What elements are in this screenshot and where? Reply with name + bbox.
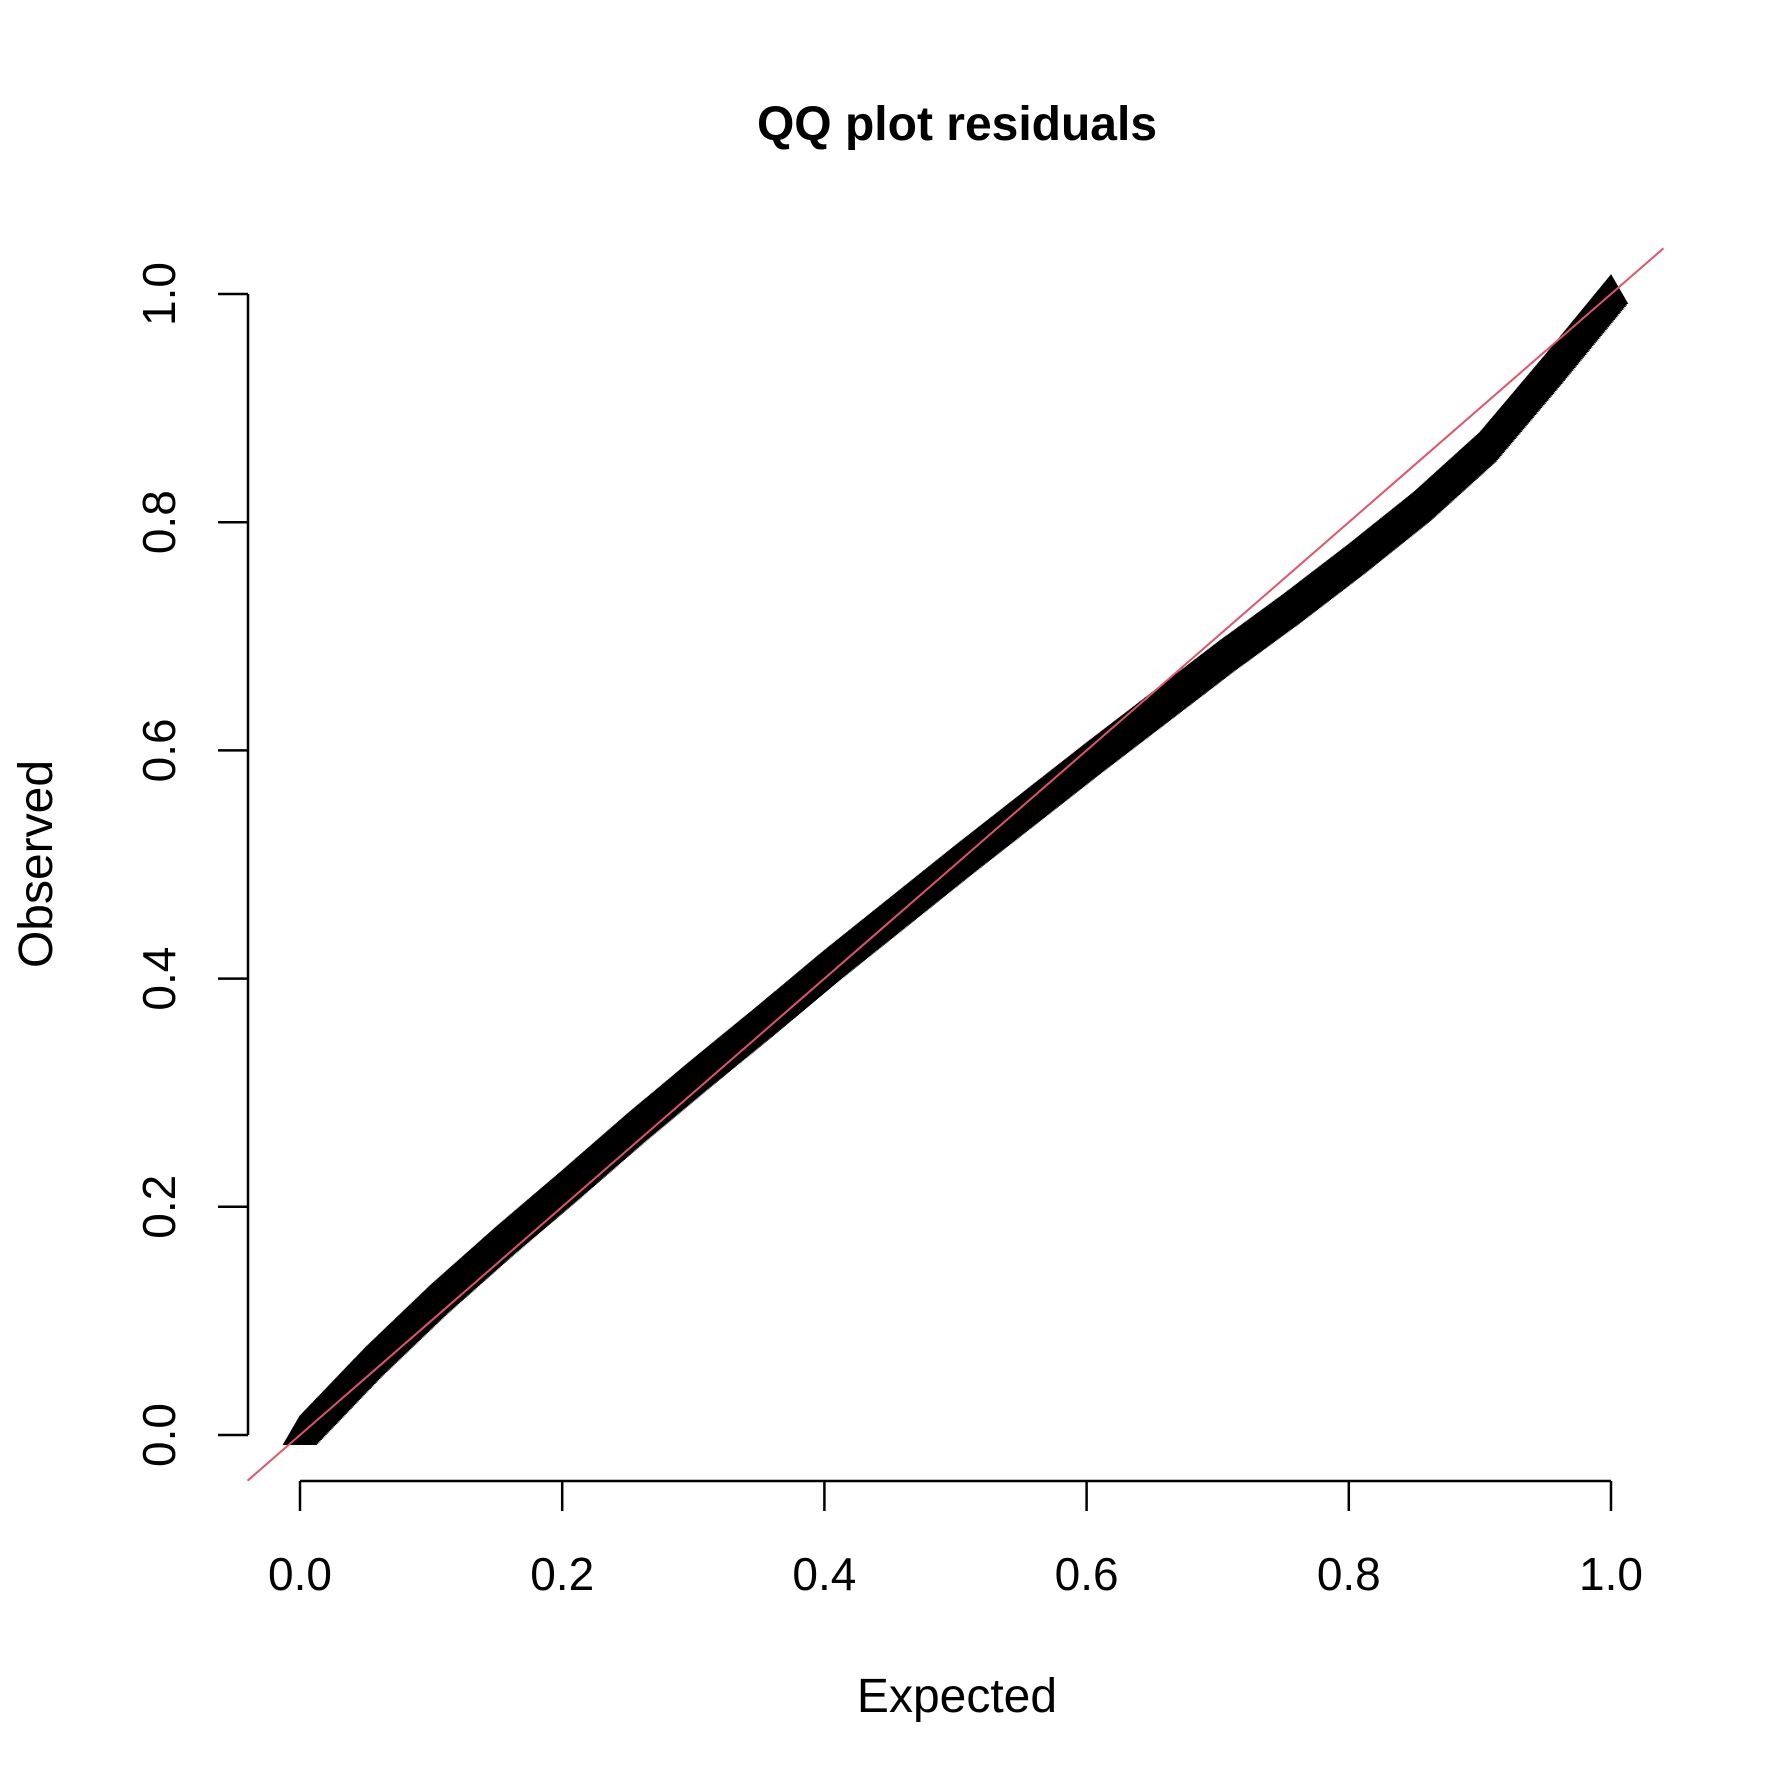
y-tick-label: 0.8 <box>133 490 185 554</box>
y-tick-label: 0.0 <box>133 1403 185 1467</box>
y-tick-label: 0.2 <box>133 1175 185 1239</box>
x-tick-label: 0.6 <box>1055 1548 1119 1600</box>
y-axis-label: Observed <box>10 760 63 968</box>
y-tick-label: 0.4 <box>133 947 185 1011</box>
y-tick-label: 0.6 <box>133 718 185 782</box>
qq-points <box>282 274 1629 1445</box>
y-axis: 0.0 0.2 0.4 0.6 0.8 1.0 <box>133 262 250 1467</box>
x-tick-label: 0.2 <box>530 1548 594 1600</box>
x-tick-label: 0.0 <box>268 1548 332 1600</box>
x-tick-label: 0.4 <box>792 1548 856 1600</box>
chart-title: QQ plot residuals <box>757 98 1157 151</box>
qq-point <box>1593 274 1629 304</box>
x-axis-label: Expected <box>857 1670 1057 1723</box>
y-tick-label: 1.0 <box>133 262 185 326</box>
reference-line <box>246 247 1665 1482</box>
x-tick-label: 0.8 <box>1317 1548 1381 1600</box>
x-tick-label: 1.0 <box>1579 1548 1643 1600</box>
x-axis: 0.0 0.2 0.4 0.6 0.8 1.0 <box>268 1479 1643 1600</box>
